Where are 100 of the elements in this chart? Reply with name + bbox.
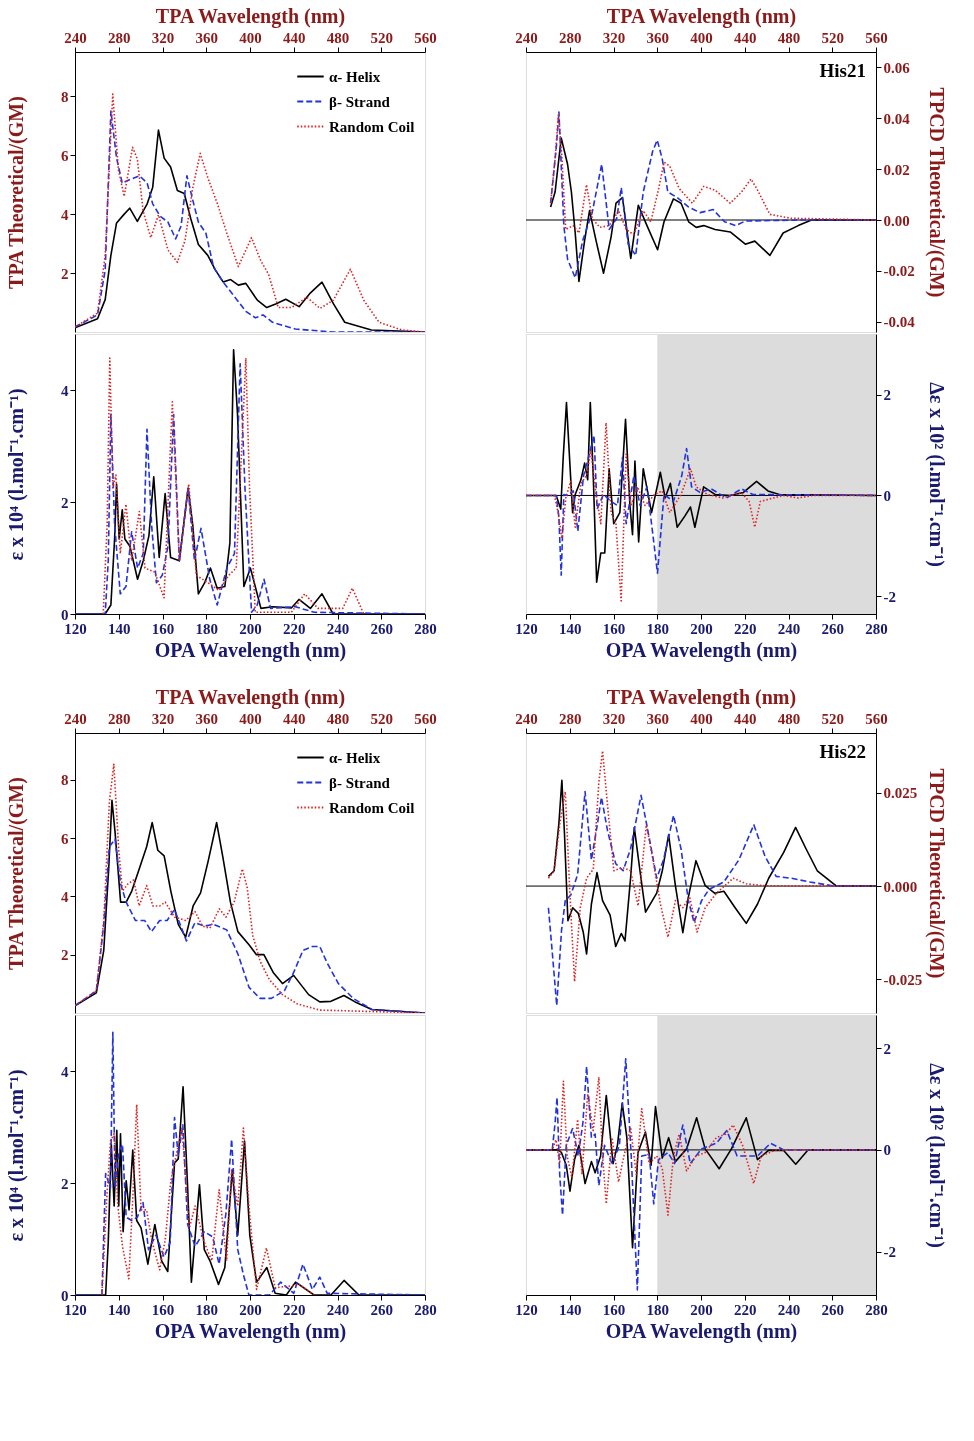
x-tick-label: 180 <box>646 620 669 637</box>
x-tick-label: 440 <box>283 710 306 727</box>
y-tick-label: 2 <box>61 494 69 511</box>
x-tick-label: 240 <box>326 620 350 637</box>
y-axis-title: TPA Theoretical/(GM) <box>4 96 28 289</box>
x-tick-label: 360 <box>195 29 218 46</box>
y-tick-label: 0 <box>883 1142 891 1159</box>
x-tick-label: 480 <box>777 29 801 46</box>
y-tick-label: 0.04 <box>883 110 911 127</box>
x-tick-label: 260 <box>821 1301 844 1318</box>
x-tick-label: 120 <box>515 1301 538 1318</box>
x-tick-label: 520 <box>370 29 393 46</box>
x-axis-title: TPA Wavelength (nm) <box>155 685 346 709</box>
x-tick-label: 320 <box>602 29 626 46</box>
x-axis-title: TPA Wavelength (nm) <box>606 4 797 28</box>
x-tick-label: 560 <box>414 710 437 727</box>
y-tick-label: 4 <box>61 206 69 223</box>
x-tick-label: 220 <box>283 1301 306 1318</box>
x-tick-label: 400 <box>239 29 262 46</box>
x-tick-label: 520 <box>821 29 844 46</box>
x-tick-label: 480 <box>326 29 350 46</box>
y-tick-label: -2 <box>883 588 896 605</box>
y-axis-title: TPCD Theoretical/(GM) <box>924 768 948 979</box>
x-tick-label: 140 <box>108 620 131 637</box>
annotation: His22 <box>819 741 866 762</box>
x-tick-label: 160 <box>602 620 626 637</box>
y-tick-label: 0 <box>883 487 891 504</box>
y-axis-title: Δε x 10² (l.mol⁻¹.cm⁻¹) <box>924 1063 948 1248</box>
x-tick-label: 320 <box>151 29 175 46</box>
x-tick-label: 280 <box>559 710 582 727</box>
x-tick-label: 400 <box>690 710 713 727</box>
x-tick-label: 480 <box>326 710 350 727</box>
y-axis-title: TPCD Theoretical/(GM) <box>924 87 948 298</box>
x-tick-label: 260 <box>821 620 844 637</box>
y-tick-label: 0.06 <box>883 59 911 76</box>
x-axis-title: OPA Wavelength (nm) <box>154 638 347 662</box>
legend-label: α- Helix <box>329 68 381 85</box>
y-axis-title: ε x 10⁴ (l.mol⁻¹.cm⁻¹) <box>4 1069 28 1242</box>
x-tick-label: 280 <box>559 29 582 46</box>
y-axis-title: TPA Theoretical/(GM) <box>4 777 28 970</box>
x-axis-title: TPA Wavelength (nm) <box>606 685 797 709</box>
y-tick-label: 0 <box>61 606 69 623</box>
x-tick-label: 160 <box>602 1301 626 1318</box>
x-tick-label: 260 <box>370 620 393 637</box>
y-tick-label: 6 <box>61 830 69 847</box>
y-tick-label: 0.025 <box>883 785 918 802</box>
y-axis-title: Δε x 10² (l.mol⁻¹.cm⁻¹) <box>924 382 948 567</box>
x-tick-label: 120 <box>64 620 87 637</box>
y-tick-label: 2 <box>61 265 69 282</box>
x-tick-label: 260 <box>370 1301 393 1318</box>
x-tick-label: 180 <box>195 620 218 637</box>
legend-label: α- Helix <box>329 749 381 766</box>
x-tick-label: 140 <box>108 1301 131 1318</box>
x-tick-label: 280 <box>865 620 888 637</box>
x-tick-label: 560 <box>865 710 888 727</box>
y-tick-label: 2 <box>61 1175 69 1192</box>
x-tick-label: 140 <box>559 620 582 637</box>
y-tick-label: 2 <box>883 1040 891 1057</box>
y-tick-label: 4 <box>61 1063 69 1080</box>
x-tick-label: 180 <box>646 1301 669 1318</box>
x-tick-label: 240 <box>64 710 87 727</box>
x-tick-label: 220 <box>734 620 757 637</box>
legend-label: Random Coil <box>329 118 415 135</box>
x-tick-label: 280 <box>108 29 131 46</box>
x-axis-title: OPA Wavelength (nm) <box>605 1319 798 1343</box>
x-tick-label: 280 <box>414 620 437 637</box>
y-tick-label: 2 <box>61 947 69 964</box>
x-tick-label: 520 <box>370 710 393 727</box>
x-tick-label: 360 <box>646 710 669 727</box>
y-tick-label: 0.02 <box>883 161 910 178</box>
y-tick-label: 0.000 <box>883 878 918 895</box>
x-tick-label: 240 <box>515 710 538 727</box>
y-tick-label: 8 <box>61 772 69 789</box>
y-tick-label: 8 <box>61 88 69 105</box>
y-axis-title: ε x 10⁴ (l.mol⁻¹.cm⁻¹) <box>4 388 28 561</box>
x-tick-label: 360 <box>646 29 669 46</box>
legend-label: β- Strand <box>329 93 391 110</box>
x-tick-label: 440 <box>734 29 757 46</box>
x-axis-title: TPA Wavelength (nm) <box>155 4 346 28</box>
y-tick-label: -0.04 <box>883 314 916 331</box>
y-tick-label: -2 <box>883 1244 896 1261</box>
x-tick-label: 180 <box>195 1301 218 1318</box>
y-tick-label: 0 <box>61 1287 69 1304</box>
y-tick-label: 2 <box>883 387 891 404</box>
x-tick-label: 400 <box>239 710 262 727</box>
y-tick-label: -0.02 <box>883 263 915 280</box>
x-tick-label: 240 <box>777 1301 801 1318</box>
y-tick-label: 6 <box>61 147 69 164</box>
x-tick-label: 160 <box>151 620 175 637</box>
y-tick-label: 0.00 <box>883 212 910 229</box>
x-tick-label: 220 <box>734 1301 757 1318</box>
x-tick-label: 440 <box>734 710 757 727</box>
x-tick-label: 240 <box>64 29 87 46</box>
x-tick-label: 120 <box>515 620 538 637</box>
x-tick-label: 220 <box>283 620 306 637</box>
x-tick-label: 480 <box>777 710 801 727</box>
x-tick-label: 320 <box>602 710 626 727</box>
x-tick-label: 520 <box>821 710 844 727</box>
legend-label: β- Strand <box>329 774 391 791</box>
x-tick-label: 360 <box>195 710 218 727</box>
